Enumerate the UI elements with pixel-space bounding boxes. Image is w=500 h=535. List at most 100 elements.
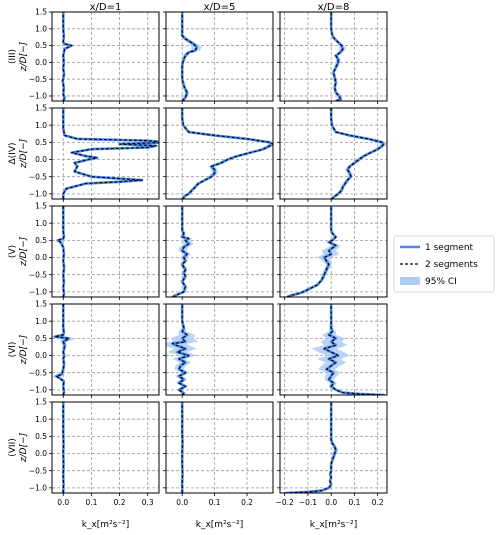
panel-r4-c1: 0.0 0.1 0.2 xyxy=(163,401,274,507)
panel-data xyxy=(52,304,78,395)
legend-swatch-band xyxy=(400,277,420,285)
column-title: x/D=1 xyxy=(90,2,122,13)
panel-frame xyxy=(165,11,274,102)
panel-data xyxy=(180,12,202,101)
legend-item: 2 segments xyxy=(400,260,478,270)
panel-frame xyxy=(279,107,388,200)
y-tick-label: 1.5 xyxy=(35,8,47,17)
y-tick-label: 0.0 xyxy=(35,253,47,262)
column-title: x/D=8 xyxy=(318,2,350,13)
panel-r2-c2 xyxy=(277,205,388,300)
panel-r0-c0: −1.0 −0.5 0.0 0.5 1.0 1.5 xyxy=(29,8,160,104)
grid xyxy=(52,107,159,199)
x-tick-label: 0.2 xyxy=(241,498,253,507)
panel-data xyxy=(285,206,341,297)
series-line-1-segment xyxy=(53,304,71,395)
series-line-2-segments xyxy=(330,108,385,199)
series-line-2-segments xyxy=(181,108,273,199)
y-tick-label: 1.0 xyxy=(35,121,47,130)
series-line-2-segments xyxy=(57,206,65,297)
row-label-group: Δ(IV) z/D[−] xyxy=(8,138,29,169)
series-line-2-segments xyxy=(54,304,70,395)
y-tick-label: 0.0 xyxy=(35,155,47,164)
y-tick-label: 0.5 xyxy=(35,432,47,441)
panel-data xyxy=(283,402,339,493)
y-tick-label: −1.0 xyxy=(29,287,47,296)
y-tick-label: −0.5 xyxy=(29,270,47,279)
panel-data xyxy=(329,108,387,199)
ci-band xyxy=(311,304,387,395)
ci-band xyxy=(285,206,341,297)
panel-frame xyxy=(279,401,388,494)
x-tick-label: 0.2 xyxy=(372,498,384,507)
panel-data xyxy=(61,12,74,101)
x-axis-labels: k_x[m²s⁻²] k_x[m²s⁻²] k_x[m²s⁻²] xyxy=(82,520,357,530)
legend-label: 95% CI xyxy=(425,277,457,287)
y-tick-label: −0.5 xyxy=(29,172,47,181)
y-tick-label: 1.5 xyxy=(35,202,47,211)
x-axis-label: k_x[m²s⁻²] xyxy=(310,520,357,530)
row-label-group: (VII) z/D[−] xyxy=(8,432,29,463)
row-label: (VII) xyxy=(8,438,18,457)
legend-label: 1 segment xyxy=(425,243,474,253)
panel-r0-c2 xyxy=(277,11,388,104)
row-label: (V) xyxy=(8,245,18,258)
series-line-1-segment xyxy=(61,12,74,101)
y-tick-label: −0.5 xyxy=(29,368,47,377)
x-tick-label: 0.1 xyxy=(209,498,221,507)
row-labels: (III) z/D[−]Δ(IV) z/D[−](V) z/D[−](VI) z/D[−… xyxy=(8,41,29,463)
legend-item: 1 segment xyxy=(400,243,474,253)
panel-r2-c1 xyxy=(163,205,274,300)
panel-data xyxy=(311,304,387,395)
row-label: (III) xyxy=(8,49,18,64)
x-tick-label: 0.2 xyxy=(114,498,126,507)
series-line-2-segments xyxy=(171,304,190,395)
series-line-2-segments xyxy=(286,206,337,297)
y-tick-label: 1.0 xyxy=(35,317,47,326)
series-line-2-segments xyxy=(181,12,198,101)
column-titles: x/D=1 x/D=5 x/D=8 xyxy=(90,2,350,13)
panel-frame xyxy=(279,303,388,396)
legend: 1 segment 2 segments 95% CI xyxy=(393,235,495,293)
y-tick-label: −0.5 xyxy=(29,75,47,84)
panel-data xyxy=(55,206,66,297)
panel-frame xyxy=(51,205,160,298)
panel-data xyxy=(61,108,159,199)
series-line-1-segment xyxy=(329,108,385,199)
legend-label: 2 segments xyxy=(425,260,478,270)
panel-frame xyxy=(165,401,274,494)
row-label: Δ(IV) xyxy=(8,143,18,165)
series-line-1-segment xyxy=(180,108,273,199)
y-tick-label: 1.5 xyxy=(35,300,47,309)
x-tick-label: 0.1 xyxy=(85,498,97,507)
series-line-2-segments xyxy=(172,206,190,297)
panel-frame xyxy=(165,107,274,200)
panel-r1-c1 xyxy=(163,107,274,202)
series-line-2-segments xyxy=(323,304,385,395)
panel-frame xyxy=(279,11,388,102)
panel-frame xyxy=(51,11,160,102)
panel-data xyxy=(166,304,199,395)
panel-r3-c1 xyxy=(163,303,274,398)
y-axis-label: z/D[−] xyxy=(19,41,29,72)
grid xyxy=(52,303,159,395)
series-line-2-segments xyxy=(62,12,73,101)
panel-frame xyxy=(165,303,274,396)
y-axis-label: z/D[−] xyxy=(19,236,29,267)
panel-grid: −1.0 −0.5 0.0 0.5 1.0 1.5 −1.0 −0.5 0.0 0.5 1.0 1.5… xyxy=(29,8,388,507)
panel-frame xyxy=(165,205,274,298)
y-axis-label: z/D[−] xyxy=(19,138,29,169)
y-tick-label: 0.0 xyxy=(35,449,47,458)
panel-frame xyxy=(51,303,160,396)
x-tick-label: 0.0 xyxy=(57,498,69,507)
x-tick-label: 0.1 xyxy=(348,498,360,507)
panel-r0-c1 xyxy=(163,11,274,104)
panel-r3-c0: −1.0 −0.5 0.0 0.5 1.0 1.5 xyxy=(29,300,160,398)
x-axis-label: k_x[m²s⁻²] xyxy=(196,520,243,530)
y-tick-label: −1.0 xyxy=(29,92,47,101)
ci-band xyxy=(330,12,347,101)
ci-band xyxy=(330,108,387,199)
series-line-1-segment xyxy=(286,206,338,297)
column-title: x/D=5 xyxy=(204,2,236,13)
